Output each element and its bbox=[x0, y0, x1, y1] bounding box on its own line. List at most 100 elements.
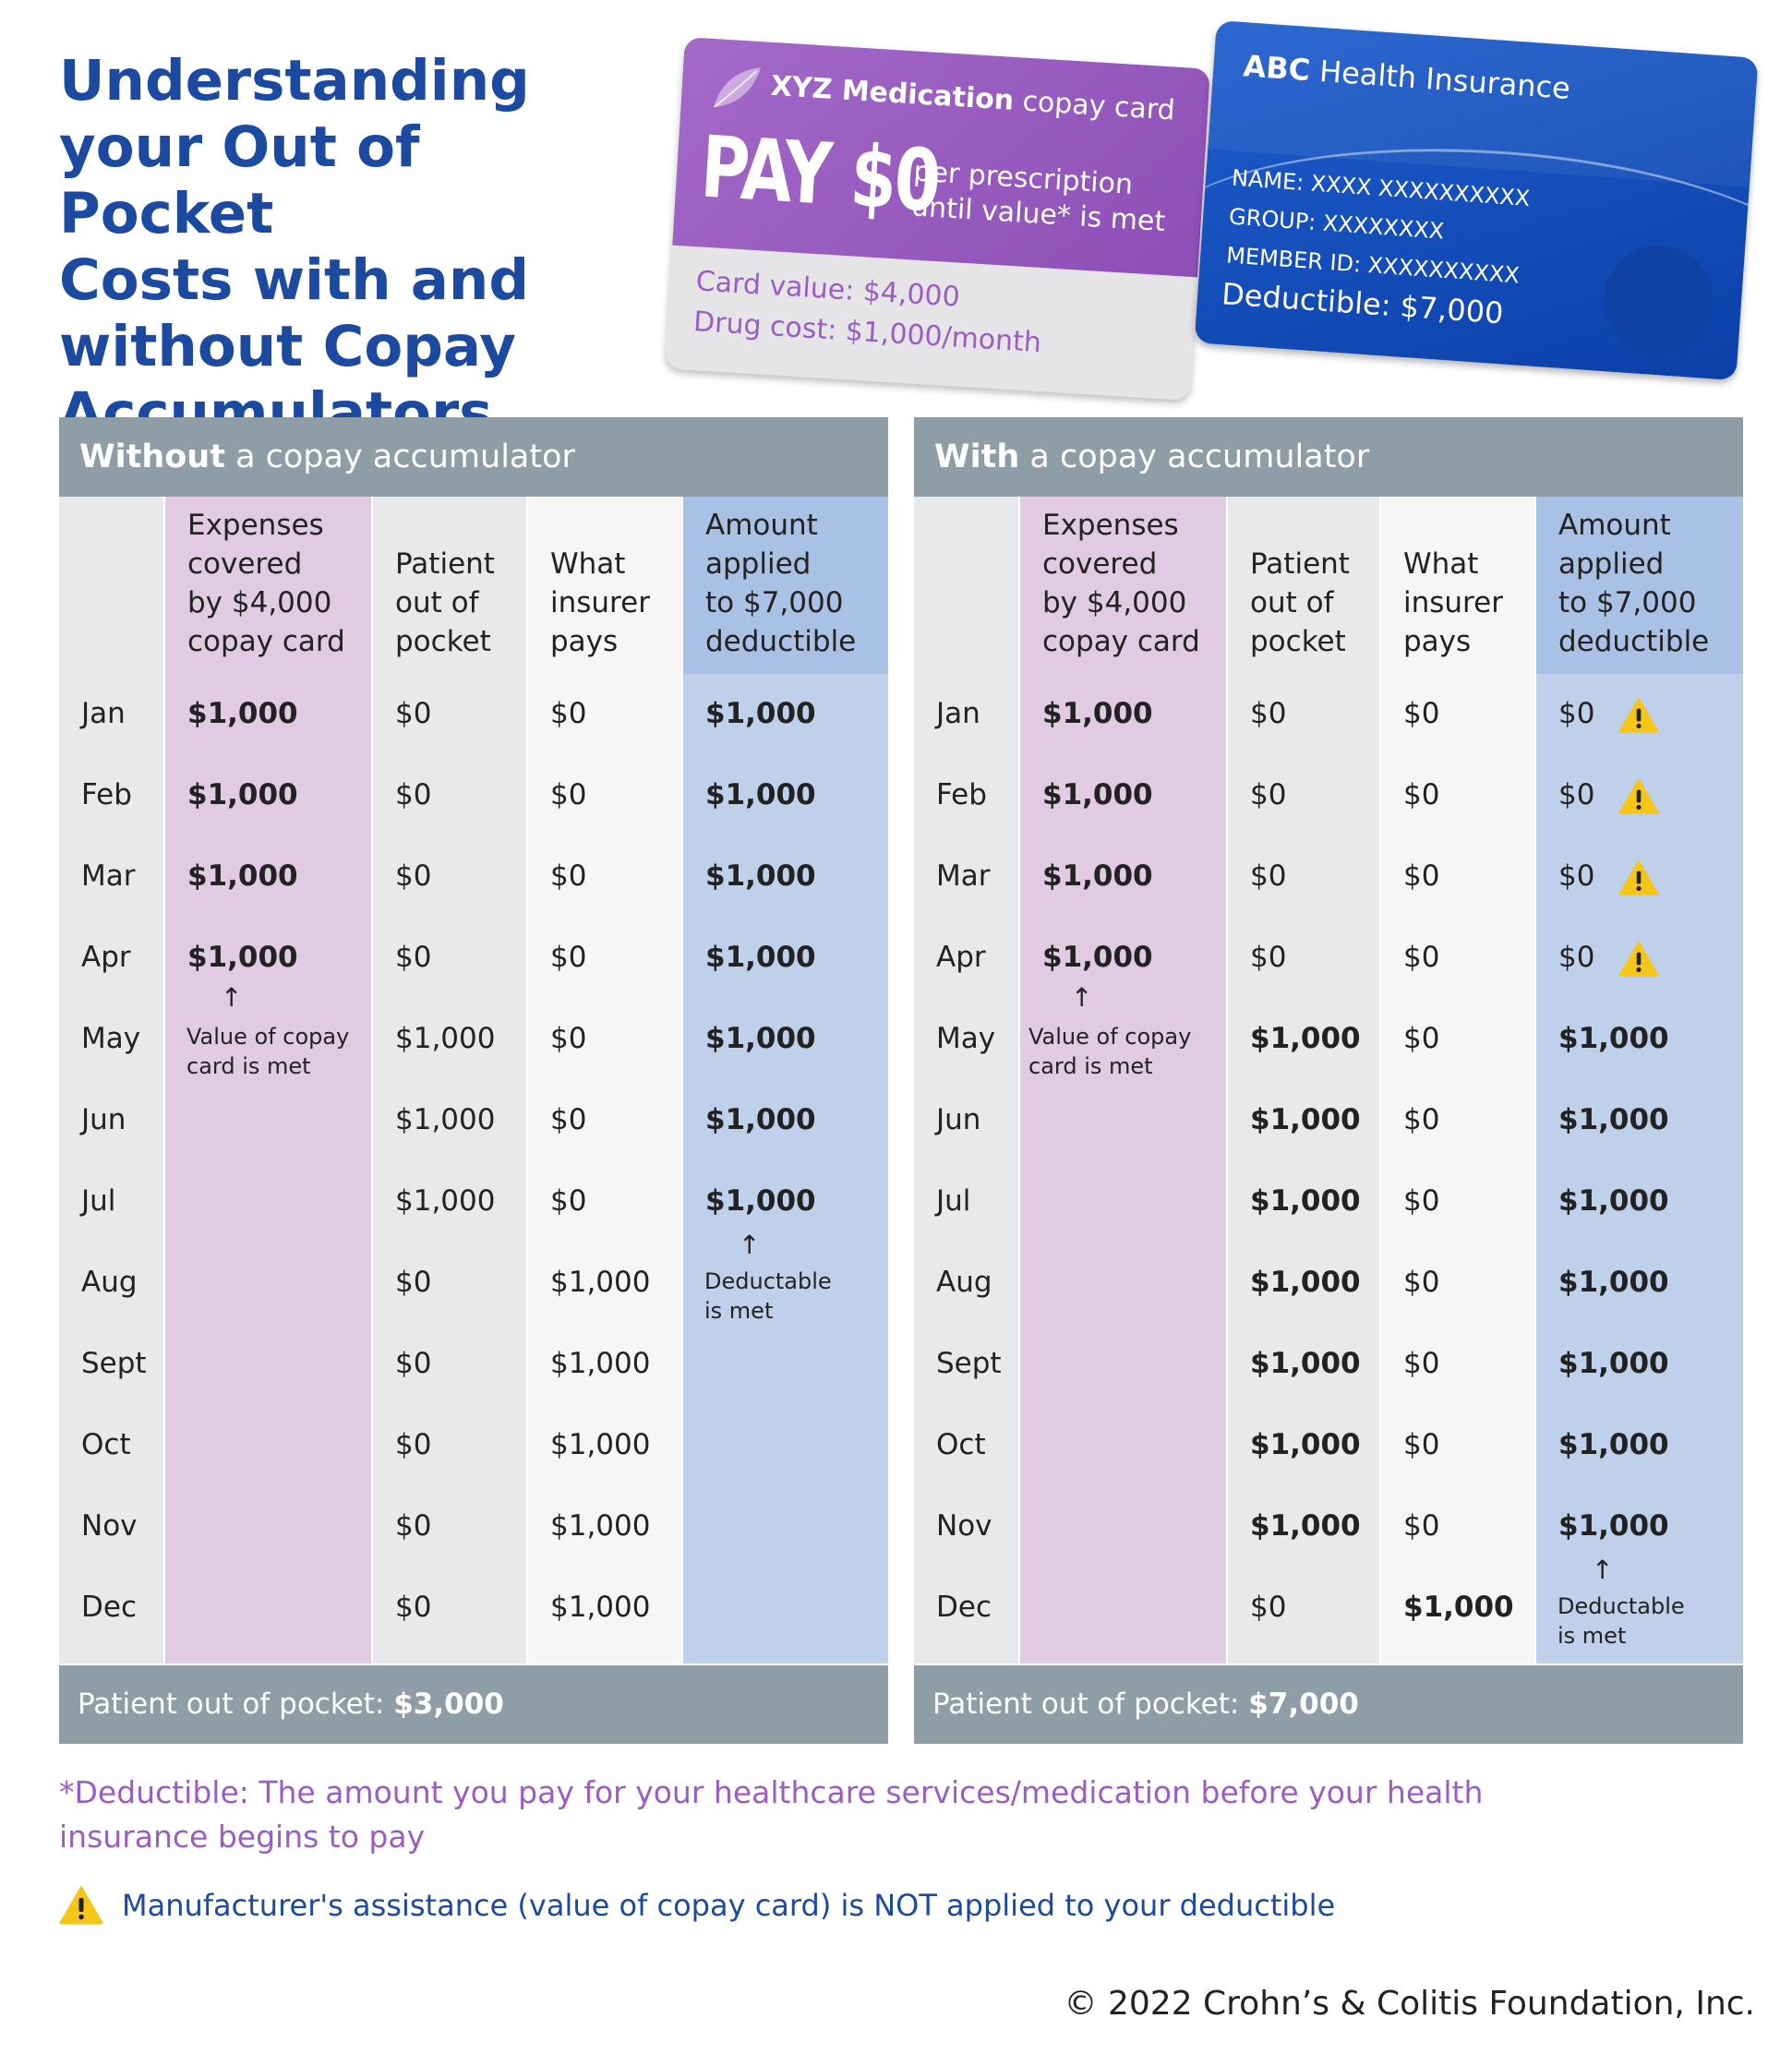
table-cell-month: Apr bbox=[59, 918, 163, 997]
cell-value: May bbox=[81, 1022, 141, 1055]
insurer-column: What insurer pays $0 $0 $0 $0 $0 $0 $0 $1,000 $1… bbox=[528, 497, 681, 1664]
cell-value: $0 bbox=[1250, 697, 1287, 730]
insurance-card: ABC Health Insurance NAME: XXXX XXXXXXXX… bbox=[1194, 20, 1759, 381]
without-accumulator-table: Without a copay accumulator Jan Feb Mar Apr… bbox=[59, 417, 888, 1744]
patient-column: Patient out of pocket $0 $0 $0 $0 $1,000 $1,0… bbox=[1228, 497, 1379, 1664]
table-cell-patient: $1,000 bbox=[373, 999, 526, 1078]
cell-value: $0 bbox=[550, 941, 587, 974]
table-cell-applied bbox=[683, 1486, 888, 1566]
table-cell-insurer: $1,000 bbox=[528, 1243, 681, 1322]
expenses-header: Expenses covered by $4,000 copay card bbox=[187, 509, 345, 658]
table-cell-applied: $1,000 bbox=[683, 755, 888, 835]
table-cell-applied: $1,000 bbox=[1536, 1161, 1743, 1241]
cell-value: $1,000 bbox=[1250, 1266, 1361, 1299]
cell-value: $0 bbox=[1403, 941, 1440, 974]
cell-value: $1,000 bbox=[395, 1184, 496, 1218]
cell-value: $1,000 bbox=[187, 859, 298, 893]
expenses-header: Expenses covered by $4,000 copay card bbox=[1042, 509, 1200, 658]
table-cell-expenses bbox=[165, 1405, 371, 1484]
table-cell-month: Oct bbox=[914, 1405, 1018, 1484]
table-cell-month: Jun bbox=[914, 1080, 1018, 1159]
table-cell-month: Jan bbox=[59, 674, 163, 753]
cell-value: $1,000 bbox=[1558, 1184, 1669, 1218]
copay-met-note: Value of copay card is met bbox=[186, 1022, 350, 1081]
cell-value: $0 bbox=[395, 859, 432, 893]
insurance-card-fields: NAME: XXXX XXXXXXXXXX GROUP: XXXXXXXX ME… bbox=[1225, 164, 1532, 289]
table-cell-month: May bbox=[914, 999, 1018, 1078]
cell-value: $0 bbox=[395, 1591, 432, 1624]
table-cell-insurer: $0 bbox=[528, 836, 681, 916]
table-cell-month: Feb bbox=[59, 755, 163, 835]
table-cell-month: May bbox=[59, 999, 163, 1078]
table-cell-insurer: $0 bbox=[1381, 1161, 1534, 1241]
cell-value: $0 bbox=[1558, 859, 1595, 893]
cell-value: Jun bbox=[936, 1103, 981, 1136]
table-cell-month: Mar bbox=[914, 836, 1018, 916]
title-line: without Copay bbox=[59, 314, 516, 379]
table-cell-applied: $1,000 bbox=[683, 1080, 888, 1159]
table-cell-month: Aug bbox=[59, 1243, 163, 1322]
cell-value: $1,000 bbox=[1250, 1428, 1361, 1461]
warning-icon bbox=[1618, 942, 1659, 977]
pay-zero-headline: PAY $0 bbox=[698, 117, 942, 231]
cell-value: $0 bbox=[1558, 941, 1595, 974]
table-cell-expenses bbox=[165, 1080, 371, 1159]
patient-header: Patient out of pocket bbox=[1250, 547, 1350, 658]
table-cell-patient: $0 bbox=[373, 836, 526, 916]
up-arrow-icon: ↑ bbox=[1071, 982, 1093, 1013]
table-cell-expenses: $1,000 bbox=[165, 755, 371, 835]
month-header bbox=[59, 497, 163, 674]
table-cell-month: Mar bbox=[59, 836, 163, 916]
insurer-header: What insurer pays bbox=[550, 547, 650, 658]
cell-value: $1,000 bbox=[705, 941, 816, 974]
table-cell-expenses bbox=[1020, 1324, 1226, 1403]
cell-value: $1,000 bbox=[705, 697, 816, 730]
cell-value: $1,000 bbox=[1042, 859, 1153, 893]
cell-value: $0 bbox=[550, 1103, 587, 1136]
cell-value: $1,000 bbox=[550, 1509, 651, 1543]
table-cell-expenses bbox=[1020, 1405, 1226, 1484]
copyright: © 2022 Crohn’s & Colitis Foundation, Inc… bbox=[1064, 1985, 1755, 2023]
cell-value: $0 bbox=[1250, 1591, 1287, 1624]
table-cell-insurer: $0 bbox=[528, 999, 681, 1078]
cell-value: $0 bbox=[1250, 778, 1287, 811]
up-arrow-icon: ↑ bbox=[739, 1230, 761, 1260]
title-line: your Out of Pocket bbox=[59, 114, 420, 246]
cell-value: $0 bbox=[1403, 859, 1440, 893]
table-cell-patient: $0 bbox=[1228, 1568, 1379, 1647]
cell-value: $0 bbox=[550, 859, 587, 893]
cell-value: $1,000 bbox=[187, 697, 298, 730]
cell-value: $0 bbox=[395, 1347, 432, 1380]
table-cell-expenses bbox=[165, 1161, 371, 1241]
month-column: Jan Feb Mar Apr May Jun Jul Aug Sept Oct Nov Dec bbox=[914, 497, 1018, 1664]
copay-met-note: Value of copay card is met bbox=[1028, 1022, 1192, 1081]
table-title: Without a copay accumulator bbox=[59, 417, 888, 497]
cell-value: $0 bbox=[1250, 859, 1287, 893]
table-title: With a copay accumulator bbox=[914, 417, 1743, 497]
table-cell-patient: $0 bbox=[1228, 836, 1379, 916]
table-cell-month: Oct bbox=[59, 1405, 163, 1484]
table-cell-patient: $0 bbox=[373, 918, 526, 997]
cell-value: $0 bbox=[1250, 941, 1287, 974]
applied-column: Amount applied to $7,000 deductible $0 $0… bbox=[1536, 497, 1743, 1664]
table-cell-applied: $0 bbox=[1536, 755, 1743, 835]
cell-value: $0 bbox=[1403, 1184, 1440, 1218]
table-footer: Patient out of pocket: $7,000 bbox=[914, 1665, 1743, 1744]
cell-value: $0 bbox=[395, 1266, 432, 1299]
applied-header: Amount applied to $7,000 deductible bbox=[683, 497, 888, 674]
table-cell-insurer: $0 bbox=[1381, 1486, 1534, 1566]
table-cell-month: Nov bbox=[59, 1486, 163, 1566]
cell-value: $1,000 bbox=[187, 778, 298, 811]
table-cell-insurer: $0 bbox=[528, 918, 681, 997]
table-cell-insurer: $0 bbox=[1381, 836, 1534, 916]
table-cell-applied bbox=[683, 1405, 888, 1484]
table-cell-applied: $1,000 bbox=[1536, 1486, 1743, 1566]
table-cell-applied: $1,000 bbox=[1536, 1405, 1743, 1484]
cell-value: $1,000 bbox=[705, 1184, 816, 1218]
table-cell-month: Sept bbox=[914, 1324, 1018, 1403]
patient-column: Patient out of pocket $0 $0 $0 $0 $1,000 $1,0… bbox=[373, 497, 526, 1664]
table-cell-month: Jan bbox=[914, 674, 1018, 753]
table-cell-expenses: $1,000 bbox=[165, 836, 371, 916]
cell-value: $0 bbox=[395, 778, 432, 811]
table-cell-patient: $1,000 bbox=[373, 1080, 526, 1159]
